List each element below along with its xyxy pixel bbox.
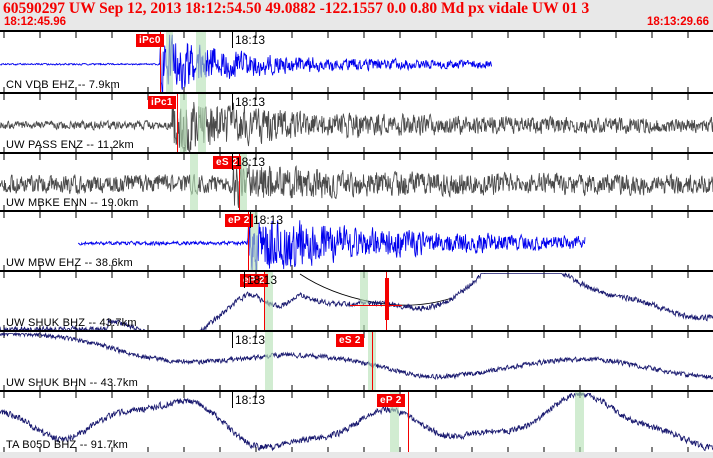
axis-ticks — [3, 32, 689, 92]
minute-tick-mark — [232, 154, 233, 170]
minute-tick-mark — [244, 272, 245, 288]
axis-ticks — [3, 332, 689, 390]
minute-tick-mark — [232, 32, 233, 48]
minute-time-label: 18:13 — [235, 33, 266, 47]
amplitude-measure-line — [386, 272, 387, 330]
station-channel-label: CN VDB EHZ -- 7.9km — [6, 79, 120, 91]
minute-tick-mark — [232, 392, 233, 408]
axis-ticks — [3, 272, 689, 330]
waveform-line — [0, 34, 493, 92]
waveform-line — [0, 162, 713, 208]
minute-time-label: 18:13 — [235, 333, 266, 347]
phase-pick-line[interactable] — [408, 392, 409, 452]
phase-pick-line[interactable] — [177, 94, 178, 152]
minute-tick-mark — [232, 332, 233, 348]
minute-time-label: 18:13 — [247, 273, 278, 287]
waveform-line — [0, 101, 713, 152]
minute-tick-mark — [232, 94, 233, 110]
coda-window-band — [198, 94, 206, 152]
coda-window-band — [250, 212, 258, 270]
phase-pick-label[interactable]: eS 2 — [213, 156, 241, 169]
phase-pick-line[interactable] — [160, 32, 161, 92]
phase-pick-label[interactable]: iPc0 — [136, 34, 164, 47]
phase-pick-line[interactable] — [264, 272, 265, 330]
coda-window-band — [360, 272, 368, 330]
trace-panel[interactable]: eP 2 18:13 TA B05D BHZ -- 91.7km — [0, 390, 713, 452]
time-window-row: 18:12:45.96 18:13:29.66 — [0, 16, 713, 30]
window-start-time: 18:12:45.96 — [4, 16, 67, 28]
event-header-line: 60590297 UW Sep 12, 2013 18:12:54.50 49.… — [3, 0, 590, 17]
coda-window-band — [265, 272, 273, 330]
window-end-time: 18:13:29.66 — [646, 16, 709, 28]
phase-pick-label[interactable]: eP 2 — [240, 274, 268, 287]
station-channel-label: UW SHUK BHN -- 43.7km — [6, 377, 138, 389]
trace-panel[interactable]: eS 2 18:13 UW SHUK BHN -- 43.7km — [0, 330, 713, 390]
phase-pick-line[interactable] — [372, 332, 373, 390]
waveform-line — [0, 392, 713, 452]
waveform-plot — [0, 154, 713, 210]
station-channel-label: UW SHUK BHZ -- 43.7km — [6, 317, 137, 329]
waveform-plot — [0, 332, 713, 390]
phase-pick-line[interactable] — [248, 212, 249, 270]
waveform-line — [0, 332, 713, 381]
station-channel-label: TA B05D BHZ -- 91.7km — [6, 439, 128, 451]
amplitude-measure-bar[interactable] — [385, 278, 389, 320]
minute-time-label: 18:13 — [235, 155, 266, 169]
trace-panel[interactable]: iPc1 18:13 UW PASS ENZ -- 11.2km — [0, 92, 713, 152]
coda-window-band — [190, 154, 198, 210]
trace-panel[interactable]: eP 2 18:13 UW SHUK BHZ -- 43.7km — [0, 270, 713, 330]
axis-ticks — [3, 94, 689, 152]
phase-pick-label[interactable]: eP 2 — [225, 214, 253, 227]
coda-window-band — [180, 94, 187, 152]
minute-time-label: 18:13 — [253, 213, 284, 227]
trace-panel[interactable]: eS 2 18:13 UW MBKE ENN -- 19.0km — [0, 152, 713, 210]
coda-window-band — [265, 332, 273, 390]
station-channel-label: UW MBKE ENN -- 19.0km — [6, 197, 139, 209]
axis-ticks — [3, 154, 689, 210]
waveform-line — [77, 220, 586, 270]
coda-window-band — [390, 392, 399, 452]
waveform-plot — [0, 32, 689, 92]
phase-pick-line[interactable] — [239, 154, 240, 210]
minute-time-label: 18:13 — [235, 393, 266, 407]
waveform-line — [0, 272, 713, 330]
trace-panel[interactable]: eP 2 18:13 UW MBW EHZ -- 38.6km — [0, 210, 713, 270]
minute-time-label: 18:13 — [235, 95, 266, 109]
waveform-plot — [0, 94, 713, 152]
phase-pick-label[interactable]: iPc1 — [148, 96, 176, 109]
trace-panel-stack: iPc0 18:13 CN VDB EHZ -- 7.9km iPc1 18:13 UW … — [0, 30, 713, 458]
coda-window-band — [575, 392, 584, 452]
trace-panel[interactable]: iPc0 18:13 CN VDB EHZ -- 7.9km — [0, 30, 713, 92]
amplitude-measure-crosshair — [350, 305, 402, 306]
coda-window-band — [196, 32, 206, 92]
coda-window-band — [166, 32, 173, 92]
waveform-plot — [0, 272, 713, 330]
station-channel-label: UW PASS ENZ -- 11.2km — [6, 139, 134, 151]
station-channel-label: UW MBW EHZ -- 38.6km — [6, 257, 133, 269]
phase-pick-label[interactable]: eP 2 — [377, 394, 405, 407]
minute-tick-mark — [250, 212, 251, 228]
phase-pick-label[interactable]: eS 2 — [336, 334, 364, 347]
coda-window-band — [240, 154, 247, 210]
